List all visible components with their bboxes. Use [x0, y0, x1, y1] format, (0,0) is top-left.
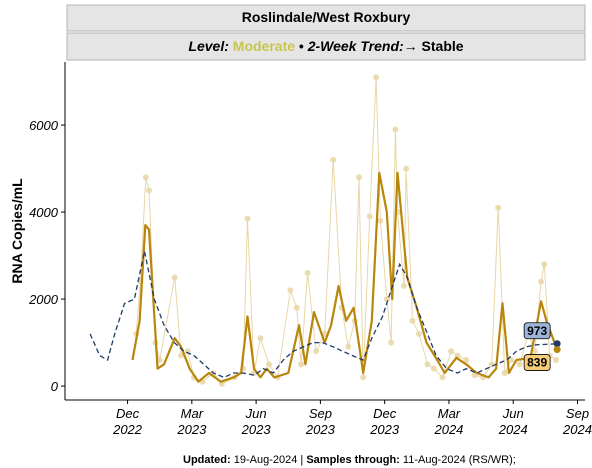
series-line [89, 251, 558, 379]
sample-point [516, 361, 523, 368]
sample-point [142, 174, 149, 181]
sample-point [145, 187, 152, 194]
y-tick-label: 4000 [29, 205, 59, 220]
sample-point [388, 339, 395, 346]
sample-point [448, 348, 455, 355]
series-line [131, 171, 559, 383]
sample-point [495, 204, 502, 211]
sample-point [355, 174, 362, 181]
sample-point [538, 278, 545, 285]
sample-point [508, 356, 515, 363]
separator: • [299, 38, 304, 54]
trend-label: 2-Week Trend: [307, 38, 404, 54]
sample-point [553, 356, 560, 363]
x-tick-label: Mar 2024 [433, 406, 463, 437]
sample-point [293, 304, 300, 311]
x-tick-label: Sep 2023 [305, 406, 336, 437]
footer-samples-label: Samples through: [306, 454, 400, 466]
sample-point [265, 361, 272, 368]
sample-point [373, 74, 380, 81]
sample-point [345, 343, 352, 350]
level: Moderate [233, 38, 295, 54]
series-line [135, 77, 557, 385]
sample-point [313, 348, 320, 355]
footer-updated-label: Updated: [183, 454, 231, 466]
sample-point [415, 330, 422, 337]
end-point [553, 346, 561, 354]
sample-point [287, 287, 294, 294]
y-axis-label: RNA Copies/mL [9, 178, 25, 284]
footer-samples: 11-Aug-2024 (RS/WR); [403, 454, 516, 466]
footer-updated: 19-Aug-2024 [234, 454, 298, 466]
level-label: Level: [188, 38, 228, 54]
trend: → Stable [404, 38, 464, 54]
sample-point [409, 317, 416, 324]
y-tick-label: 0 [51, 379, 59, 394]
y-tick-label: 6000 [29, 118, 59, 133]
sample-point [531, 348, 538, 355]
end-label: 839 [527, 356, 547, 370]
end-label-box [523, 354, 551, 371]
sample-point [488, 361, 495, 368]
sample-point [463, 356, 470, 363]
sample-point [178, 352, 185, 359]
sample-point [366, 213, 373, 220]
sample-point [377, 217, 384, 224]
sample-point [360, 374, 367, 381]
end-label-box [523, 322, 551, 340]
y-tick-label: 2000 [28, 292, 59, 307]
subtitle-strip [66, 32, 586, 61]
sample-point [298, 361, 305, 368]
x-tick-label: Dec 2023 [369, 406, 400, 437]
sample-point [541, 261, 548, 268]
footer-separator: | [300, 454, 303, 466]
x-tick-label: Jun 2023 [241, 406, 272, 437]
sample-point [400, 283, 407, 290]
x-tick-label: Jun 2024 [498, 406, 528, 437]
sample-point [171, 274, 178, 281]
x-tick-label: Dec 2022 [112, 406, 143, 437]
subtitle: Level: Moderate • 2-Week Trend:→ Stable [188, 38, 463, 54]
chart-title: Roslindale/West Roxbury [242, 9, 411, 25]
x-tick-label: Mar 2023 [176, 406, 207, 437]
sample-point [424, 361, 431, 368]
sample-point [244, 215, 251, 222]
end-label: 973 [527, 324, 547, 338]
sample-point [257, 335, 264, 342]
footer: Updated: 19-Aug-2024 | Samples through: … [183, 454, 516, 466]
x-tick-label: Sep 2024 [562, 406, 592, 437]
sample-point [501, 370, 508, 377]
sample-point [439, 374, 446, 381]
end-point [553, 340, 561, 348]
sample-point [403, 165, 410, 172]
sample-point [392, 126, 399, 133]
sample-point [304, 269, 311, 276]
sample-point [330, 156, 337, 163]
title-strip [66, 4, 586, 32]
sample-point [430, 365, 437, 372]
